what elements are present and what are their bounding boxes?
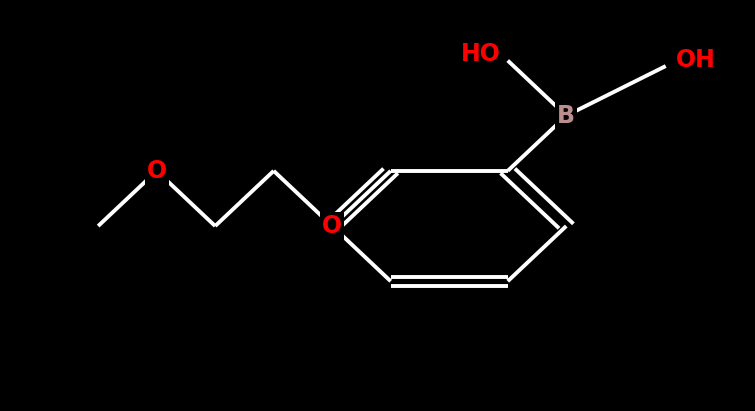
Text: B: B: [557, 104, 575, 128]
Text: O: O: [322, 214, 342, 238]
Text: O: O: [146, 159, 167, 183]
Text: HO: HO: [461, 42, 501, 66]
Text: OH: OH: [676, 48, 716, 72]
